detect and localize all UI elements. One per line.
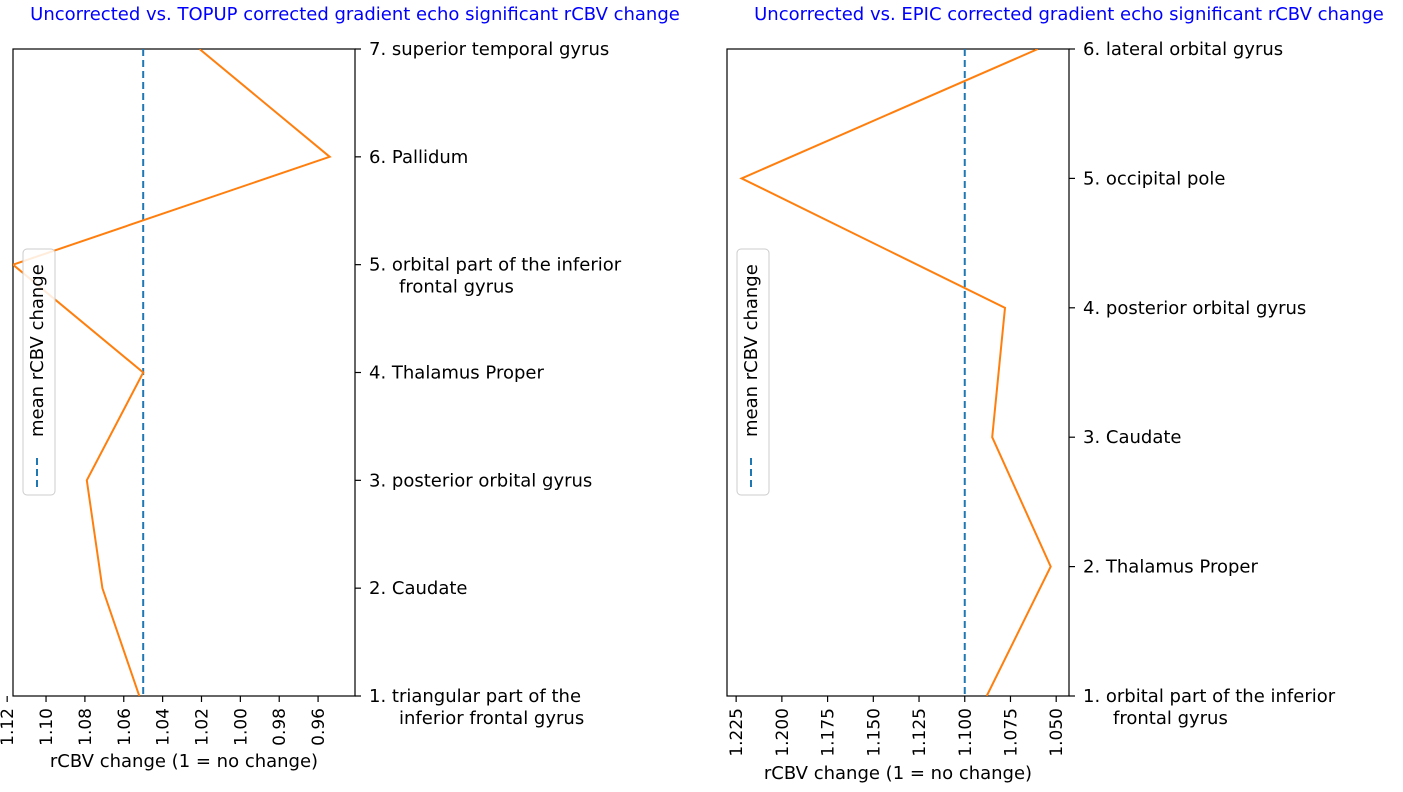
y-tick-label-line2: inferior frontal gyrus [399,708,584,729]
x-tick-label: 1.08 [76,708,96,746]
x-tick-label: 1.02 [192,708,212,746]
y-tick-label: 1. triangular part of the [369,686,581,707]
legend-box [736,248,770,496]
epic-chart-panel: Uncorrected vs. EPIC corrected gradient … [726,4,1384,784]
series-line [739,49,1052,696]
x-tick-label: 1.12 [0,708,18,746]
legend-label: mean rCBV change [27,264,48,437]
x-axis-label: rCBV change (1 = no change) [50,751,318,772]
x-tick-label: 1.175 [819,708,839,757]
chart-title: Uncorrected vs. EPIC corrected gradient … [754,4,1384,25]
y-tick-label: 5. occipital pole [1083,168,1225,189]
x-tick-label: 1.00 [231,708,251,746]
x-tick-label: 1.06 [115,708,135,746]
y-tick-label: 2. Thalamus Proper [1083,557,1258,578]
plot-frame [726,48,1070,697]
x-tick-label: 1.125 [910,708,930,757]
x-tick-label: 1.225 [727,708,747,757]
series-line [13,49,332,696]
topup-chart-panel: Uncorrected vs. TOPUP corrected gradient… [0,4,680,772]
y-tick-label: 2. Caudate [369,578,468,599]
x-tick-label: 1.100 [956,708,976,757]
y-tick-label: 6. Pallidum [369,147,468,168]
legend-box [22,248,56,496]
x-tick-label: 1.200 [773,708,793,757]
y-tick-label: 3. Caudate [1083,427,1182,448]
y-tick-label: 3. posterior orbital gyrus [369,470,592,491]
chart-title: Uncorrected vs. TOPUP corrected gradient… [30,4,680,25]
y-tick-label: 1. orbital part of the inferior [1083,686,1336,707]
x-tick-label: 0.98 [270,708,290,746]
y-tick-label: 6. lateral orbital gyrus [1083,39,1283,60]
plot-frame [12,48,356,697]
x-tick-label: 0.96 [309,708,329,746]
legend-label: mean rCBV change [741,264,762,437]
y-tick-label: 4. Thalamus Proper [369,363,544,384]
x-tick-label: 1.10 [37,708,57,746]
x-tick-label: 1.050 [1047,708,1067,757]
y-tick-label-line2: frontal gyrus [1113,708,1228,729]
x-axis-label: rCBV change (1 = no change) [764,763,1032,784]
x-tick-label: 1.075 [1001,708,1021,757]
y-tick-label: 7. superior temporal gyrus [369,39,609,60]
y-tick-label-line2: frontal gyrus [399,277,514,298]
x-tick-label: 1.04 [154,708,174,746]
x-tick-label: 1.150 [864,708,884,757]
y-tick-label: 4. posterior orbital gyrus [1083,298,1306,319]
y-tick-label: 5. orbital part of the inferior [369,255,622,276]
